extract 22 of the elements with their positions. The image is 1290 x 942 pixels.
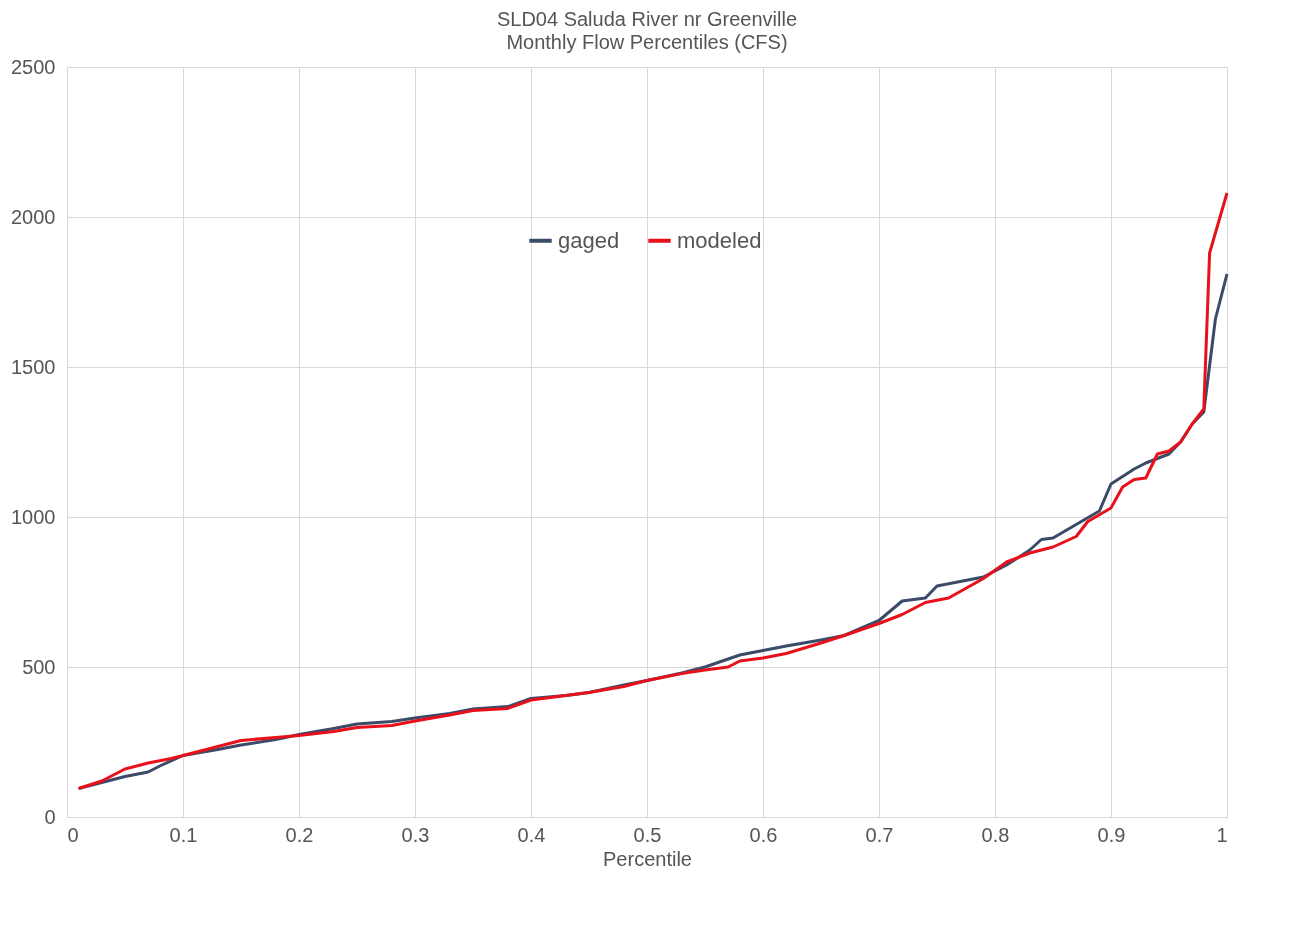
x-tick-label: 0.9 [1097, 823, 1126, 846]
y-tick-label: 2500 [11, 55, 56, 78]
x-tick-label: 0.7 [865, 823, 894, 846]
y-tick-label: 500 [22, 655, 56, 678]
x-tick-label: 0 [67, 823, 79, 846]
x-tick-label: 0.6 [749, 823, 778, 846]
x-tick-label: 0.2 [285, 823, 314, 846]
legend-label: gaged [558, 227, 620, 253]
y-tick-label: 2000 [11, 205, 56, 228]
x-tick-label: 0.8 [981, 823, 1010, 846]
x-axis-title: Percentile [603, 847, 692, 870]
x-tick-label: 0.3 [401, 823, 430, 846]
x-tick-label: 0.4 [517, 823, 546, 846]
x-tick-label: 1 [1216, 823, 1228, 846]
x-tick-label: 0.5 [633, 823, 662, 846]
chart-title: SLD04 Saluda River nr Greenville [496, 8, 798, 30]
x-tick-label: 0.1 [169, 823, 198, 846]
y-tick-label: 0 [44, 805, 56, 828]
chart-subtitle: Monthly Flow Percentiles (CFS) [506, 31, 788, 53]
y-tick-label: 1500 [11, 355, 56, 378]
y-tick-label: 1000 [11, 505, 56, 528]
legend-label: modeled [677, 227, 762, 253]
